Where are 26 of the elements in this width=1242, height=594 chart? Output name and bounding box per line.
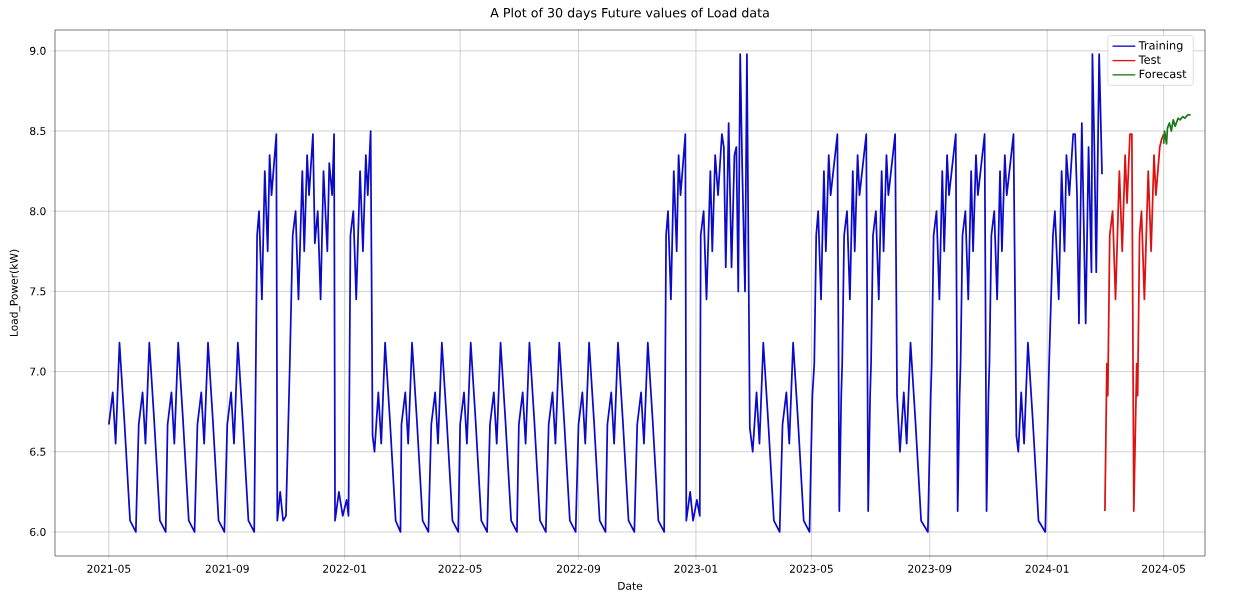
x-tick-label: 2023-05 [789, 564, 833, 573]
legend-label: Forecast [1139, 69, 1187, 79]
y-tick-label: 9.0 [30, 46, 46, 55]
x-tick-label: 2021-09 [205, 564, 249, 573]
y-tick-label: 7.5 [30, 287, 46, 296]
x-tick-label: 2023-01 [674, 564, 718, 573]
line-series [1104, 133, 1165, 512]
y-axis-title: Load_Power(kW) [9, 249, 21, 337]
y-tick-label: 6.5 [30, 447, 46, 456]
x-tick-label: 2024-01 [1025, 564, 1069, 573]
y-tick-label: 8.0 [30, 207, 46, 216]
chart-title: A Plot of 30 days Future values of Load data [490, 7, 769, 20]
legend-label: Training [1138, 40, 1183, 52]
x-tick-label: 2024-05 [1142, 564, 1185, 573]
x-tick-label: 2021-05 [87, 564, 131, 573]
y-tick-label: 7.0 [30, 367, 46, 376]
x-tick-label: 2022-01 [323, 564, 366, 573]
x-axis-title: Date [618, 581, 643, 590]
y-tick-label: 8.5 [30, 126, 46, 136]
legend-label: Test [1138, 55, 1161, 64]
x-tick-label: 2022-09 [557, 564, 601, 573]
y-tick-label: 6.0 [30, 527, 46, 536]
x-tick-label: 2022-05 [438, 564, 482, 573]
line-series [108, 53, 1103, 533]
x-tick-label: 2023-09 [908, 564, 952, 573]
line-series [1162, 114, 1192, 145]
